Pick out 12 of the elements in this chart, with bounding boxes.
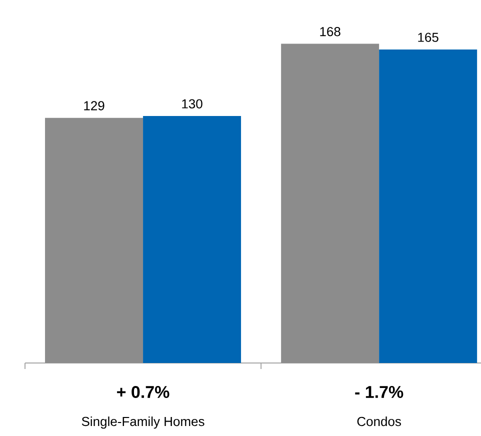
data-label: 129 bbox=[84, 101, 104, 110]
x-tick-label: Single-Family Homes bbox=[82, 416, 204, 429]
data-label: 168 bbox=[320, 27, 340, 36]
text: + 0.7% bbox=[117, 386, 170, 398]
x-tick-label: Condos bbox=[357, 416, 401, 426]
data-label: 130 bbox=[182, 99, 202, 108]
bar bbox=[281, 44, 380, 363]
bar bbox=[45, 118, 144, 363]
bar bbox=[379, 49, 478, 363]
text: - 1.7% bbox=[355, 386, 404, 398]
bar bbox=[143, 116, 242, 363]
data-label: 165 bbox=[418, 32, 438, 42]
